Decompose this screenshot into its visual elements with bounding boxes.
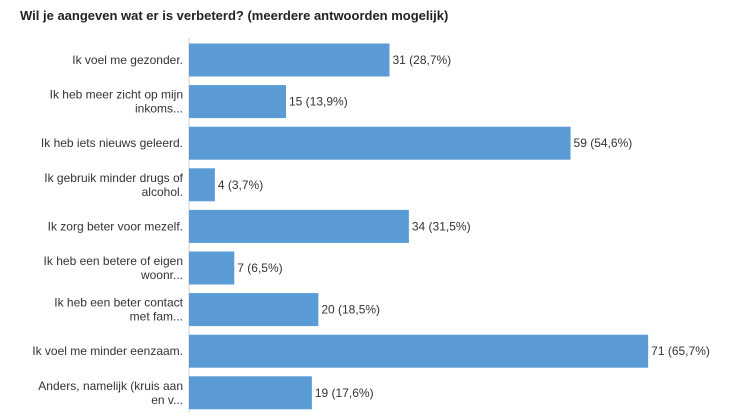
category-label-6: Ik heb een beter contact met fam... [54, 296, 183, 324]
data-label-1: 15 (13,9%) [289, 95, 348, 109]
bar-4 [189, 209, 409, 243]
category-label-0: Ik voel me gezonder. [72, 53, 183, 67]
data-label-4: 34 (31,5%) [412, 219, 471, 233]
bar-8 [189, 376, 312, 410]
category-label-7: Ik voel me minder eenzaam. [32, 344, 183, 358]
category-label-8: Anders, namelijk (kruis aan en v... [38, 379, 183, 407]
bar-0 [189, 43, 390, 77]
category-label-3: Ik gebruik minder drugs of alcohol. [44, 171, 183, 199]
bar-1 [189, 85, 287, 119]
category-label-2: Ik heb iets nieuws geleerd. [41, 136, 183, 150]
data-label-0: 31 (28,7%) [392, 53, 451, 67]
bar-5 [189, 251, 235, 285]
bar-7 [189, 334, 649, 368]
data-label-7: 71 (65,7%) [651, 344, 710, 358]
data-label-3: 4 (3,7%) [218, 178, 263, 192]
data-label-5: 7 (6,5%) [237, 261, 282, 275]
data-label-2: 59 (54,6%) [574, 136, 633, 150]
category-label-1: Ik heb meer zicht op mijn inkoms... [50, 88, 183, 116]
category-label-4: Ik zorg beter voor mezelf. [48, 219, 183, 233]
bar-3 [189, 168, 215, 202]
bar-6 [189, 293, 319, 327]
data-label-6: 20 (18,5%) [321, 303, 380, 317]
data-label-8: 19 (17,6%) [315, 386, 374, 400]
category-label-5: Ik heb een betere of eigen woonr... [44, 254, 183, 282]
bar-2 [189, 126, 571, 160]
chart-title: Wil je aangeven wat er is verbeterd? (me… [20, 8, 449, 23]
